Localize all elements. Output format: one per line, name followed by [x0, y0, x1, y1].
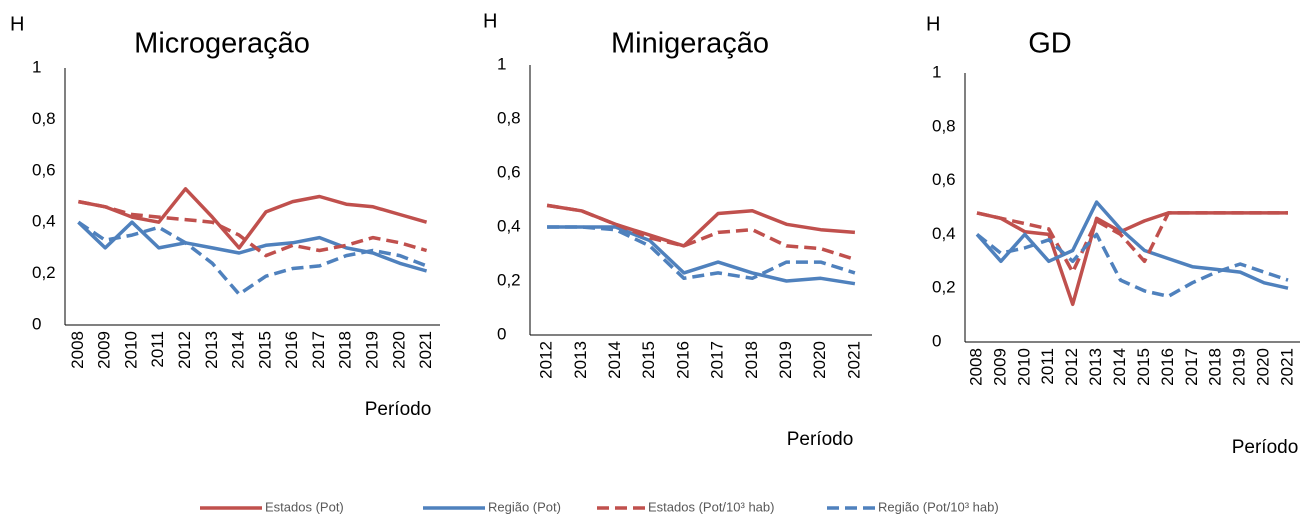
- y-tick-label: 0,4: [497, 216, 521, 235]
- series-line: [975, 200, 1289, 290]
- x-tick-label: 2016: [282, 331, 301, 369]
- series-line: [976, 211, 1288, 274]
- y-tick-label: 0,2: [32, 263, 56, 282]
- x-tick-label: 2011: [1038, 348, 1057, 385]
- x-tick-label: 2018: [1206, 348, 1225, 386]
- legend-label: Estados (Pot): [265, 499, 344, 514]
- x-axis-label: Período: [787, 429, 854, 450]
- x-tick-label: 2017: [708, 341, 727, 379]
- x-tick-label: 2013: [1086, 348, 1105, 386]
- y-tick-label: 0,6: [932, 170, 956, 189]
- y-axis-label: H: [483, 10, 497, 32]
- series-line: [975, 232, 1289, 299]
- x-tick-label: 2020: [810, 341, 829, 379]
- y-axis-label: H: [926, 13, 940, 35]
- x-tick-label: 2017: [309, 331, 328, 369]
- series-line: [78, 199, 428, 258]
- legend-label: Região (Pot): [488, 499, 561, 514]
- x-tick-label: 2010: [121, 331, 140, 369]
- x-tick-label: 2009: [990, 348, 1009, 386]
- y-tick-label: 0: [497, 324, 506, 343]
- legend-label: Região (Pot/10³ hab): [878, 499, 999, 514]
- x-tick-label: 2013: [571, 341, 590, 379]
- y-tick-label: 1: [32, 57, 41, 76]
- x-tick-label: 2008: [966, 348, 985, 386]
- x-tick-label: 2010: [1014, 348, 1033, 386]
- series-line: [78, 187, 428, 250]
- x-tick-label: 2012: [537, 341, 556, 379]
- x-tick-label: 2021: [844, 341, 863, 379]
- chart-title: GD: [1028, 28, 1072, 60]
- y-tick-label: 0,6: [497, 162, 521, 181]
- x-tick-label: 2013: [202, 331, 221, 369]
- y-tick-label: 0,6: [32, 160, 56, 179]
- y-tick-label: 0,4: [32, 212, 56, 231]
- x-tick-label: 2012: [1062, 348, 1081, 386]
- x-axis-label: Período: [1232, 437, 1299, 458]
- chart-title: Minigeração: [611, 28, 769, 60]
- x-tick-label: 2012: [175, 331, 194, 369]
- x-tick-label: 2014: [1110, 348, 1129, 386]
- x-tick-label: 2015: [255, 331, 274, 369]
- y-tick-label: 0,8: [932, 116, 956, 135]
- x-tick-label: 2019: [1230, 348, 1249, 386]
- x-tick-label: 2018: [742, 341, 761, 379]
- legend-label: Estados (Pot/10³ hab): [648, 499, 774, 514]
- x-tick-label: 2016: [1158, 348, 1177, 386]
- x-tick-label: 2017: [1182, 348, 1201, 386]
- x-tick-label: 2019: [776, 341, 795, 379]
- x-tick-label: 2021: [1278, 348, 1297, 386]
- y-tick-label: 0,2: [932, 278, 956, 297]
- series-line: [976, 211, 1288, 307]
- x-tick-label: 2015: [639, 341, 658, 379]
- y-tick-label: 1: [497, 54, 506, 73]
- x-tick-label: 2011: [148, 331, 167, 368]
- y-tick-label: 0,8: [32, 109, 56, 128]
- x-tick-label: 2019: [363, 331, 382, 369]
- x-tick-label: 2018: [336, 331, 355, 369]
- y-axis-label: H: [10, 13, 24, 35]
- y-tick-label: 0,8: [497, 108, 521, 127]
- y-tick-label: 0,4: [932, 224, 956, 243]
- series-line: [547, 225, 856, 286]
- chart-title: Microgeração: [134, 28, 310, 60]
- x-tick-label: 2014: [229, 331, 248, 369]
- x-tick-label: 2020: [1254, 348, 1273, 386]
- x-tick-label: 2008: [68, 331, 87, 369]
- y-tick-label: 0: [32, 314, 41, 333]
- x-tick-label: 2021: [416, 331, 435, 369]
- x-tick-label: 2016: [673, 341, 692, 379]
- series-line: [546, 203, 856, 262]
- x-tick-label: 2015: [1134, 348, 1153, 386]
- x-axis-label: Período: [365, 399, 432, 420]
- x-tick-label: 2009: [95, 331, 114, 369]
- y-tick-label: 0: [932, 331, 941, 350]
- series-line: [547, 225, 856, 281]
- x-tick-label: 2014: [605, 341, 624, 379]
- y-tick-label: 0,2: [497, 270, 521, 289]
- series-line: [546, 203, 856, 248]
- x-tick-label: 2020: [389, 331, 408, 369]
- y-tick-label: 1: [932, 62, 941, 81]
- series-line: [77, 220, 428, 296]
